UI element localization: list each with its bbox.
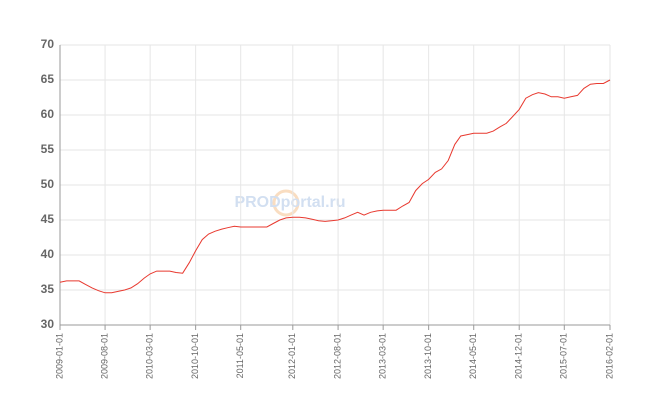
x-tick-label: 2014-05-01 [468, 333, 478, 379]
x-tick-label: 2013-03-01 [378, 333, 388, 379]
x-tick-label: 2013-10-01 [423, 333, 433, 379]
line-series [59, 79, 611, 294]
x-tick-label: 2009-01-01 [54, 333, 64, 379]
x-tick-label: 2010-03-01 [145, 333, 155, 379]
x-tick-label: 2014-12-01 [514, 333, 524, 379]
y-tick-label: 30 [41, 317, 55, 331]
y-tick-label: 70 [41, 37, 55, 51]
watermark-text: PRODportal.ru [234, 194, 345, 211]
x-tick-label: 2010-10-01 [190, 333, 200, 379]
x-tick-label: 2012-08-01 [332, 333, 342, 379]
watermark: PRODportal.ru [234, 189, 346, 217]
x-tick-label: 2011-05-01 [235, 333, 245, 378]
y-tick-label: 65 [41, 72, 55, 86]
x-tick-label: 2009-08-01 [99, 333, 109, 379]
x-tick-label: 2012-01-01 [287, 333, 297, 379]
x-tick-label: 2015-07-01 [559, 333, 569, 379]
y-tick-label: 60 [41, 107, 55, 121]
x-tick-label: 2016-02-01 [604, 333, 614, 379]
watermark-logo [272, 189, 300, 217]
y-tick-label: 40 [41, 247, 55, 261]
y-tick-label: 55 [41, 142, 55, 156]
y-tick-label: 50 [41, 177, 55, 191]
y-tick-label: 45 [41, 212, 55, 226]
y-tick-label: 35 [41, 282, 55, 296]
